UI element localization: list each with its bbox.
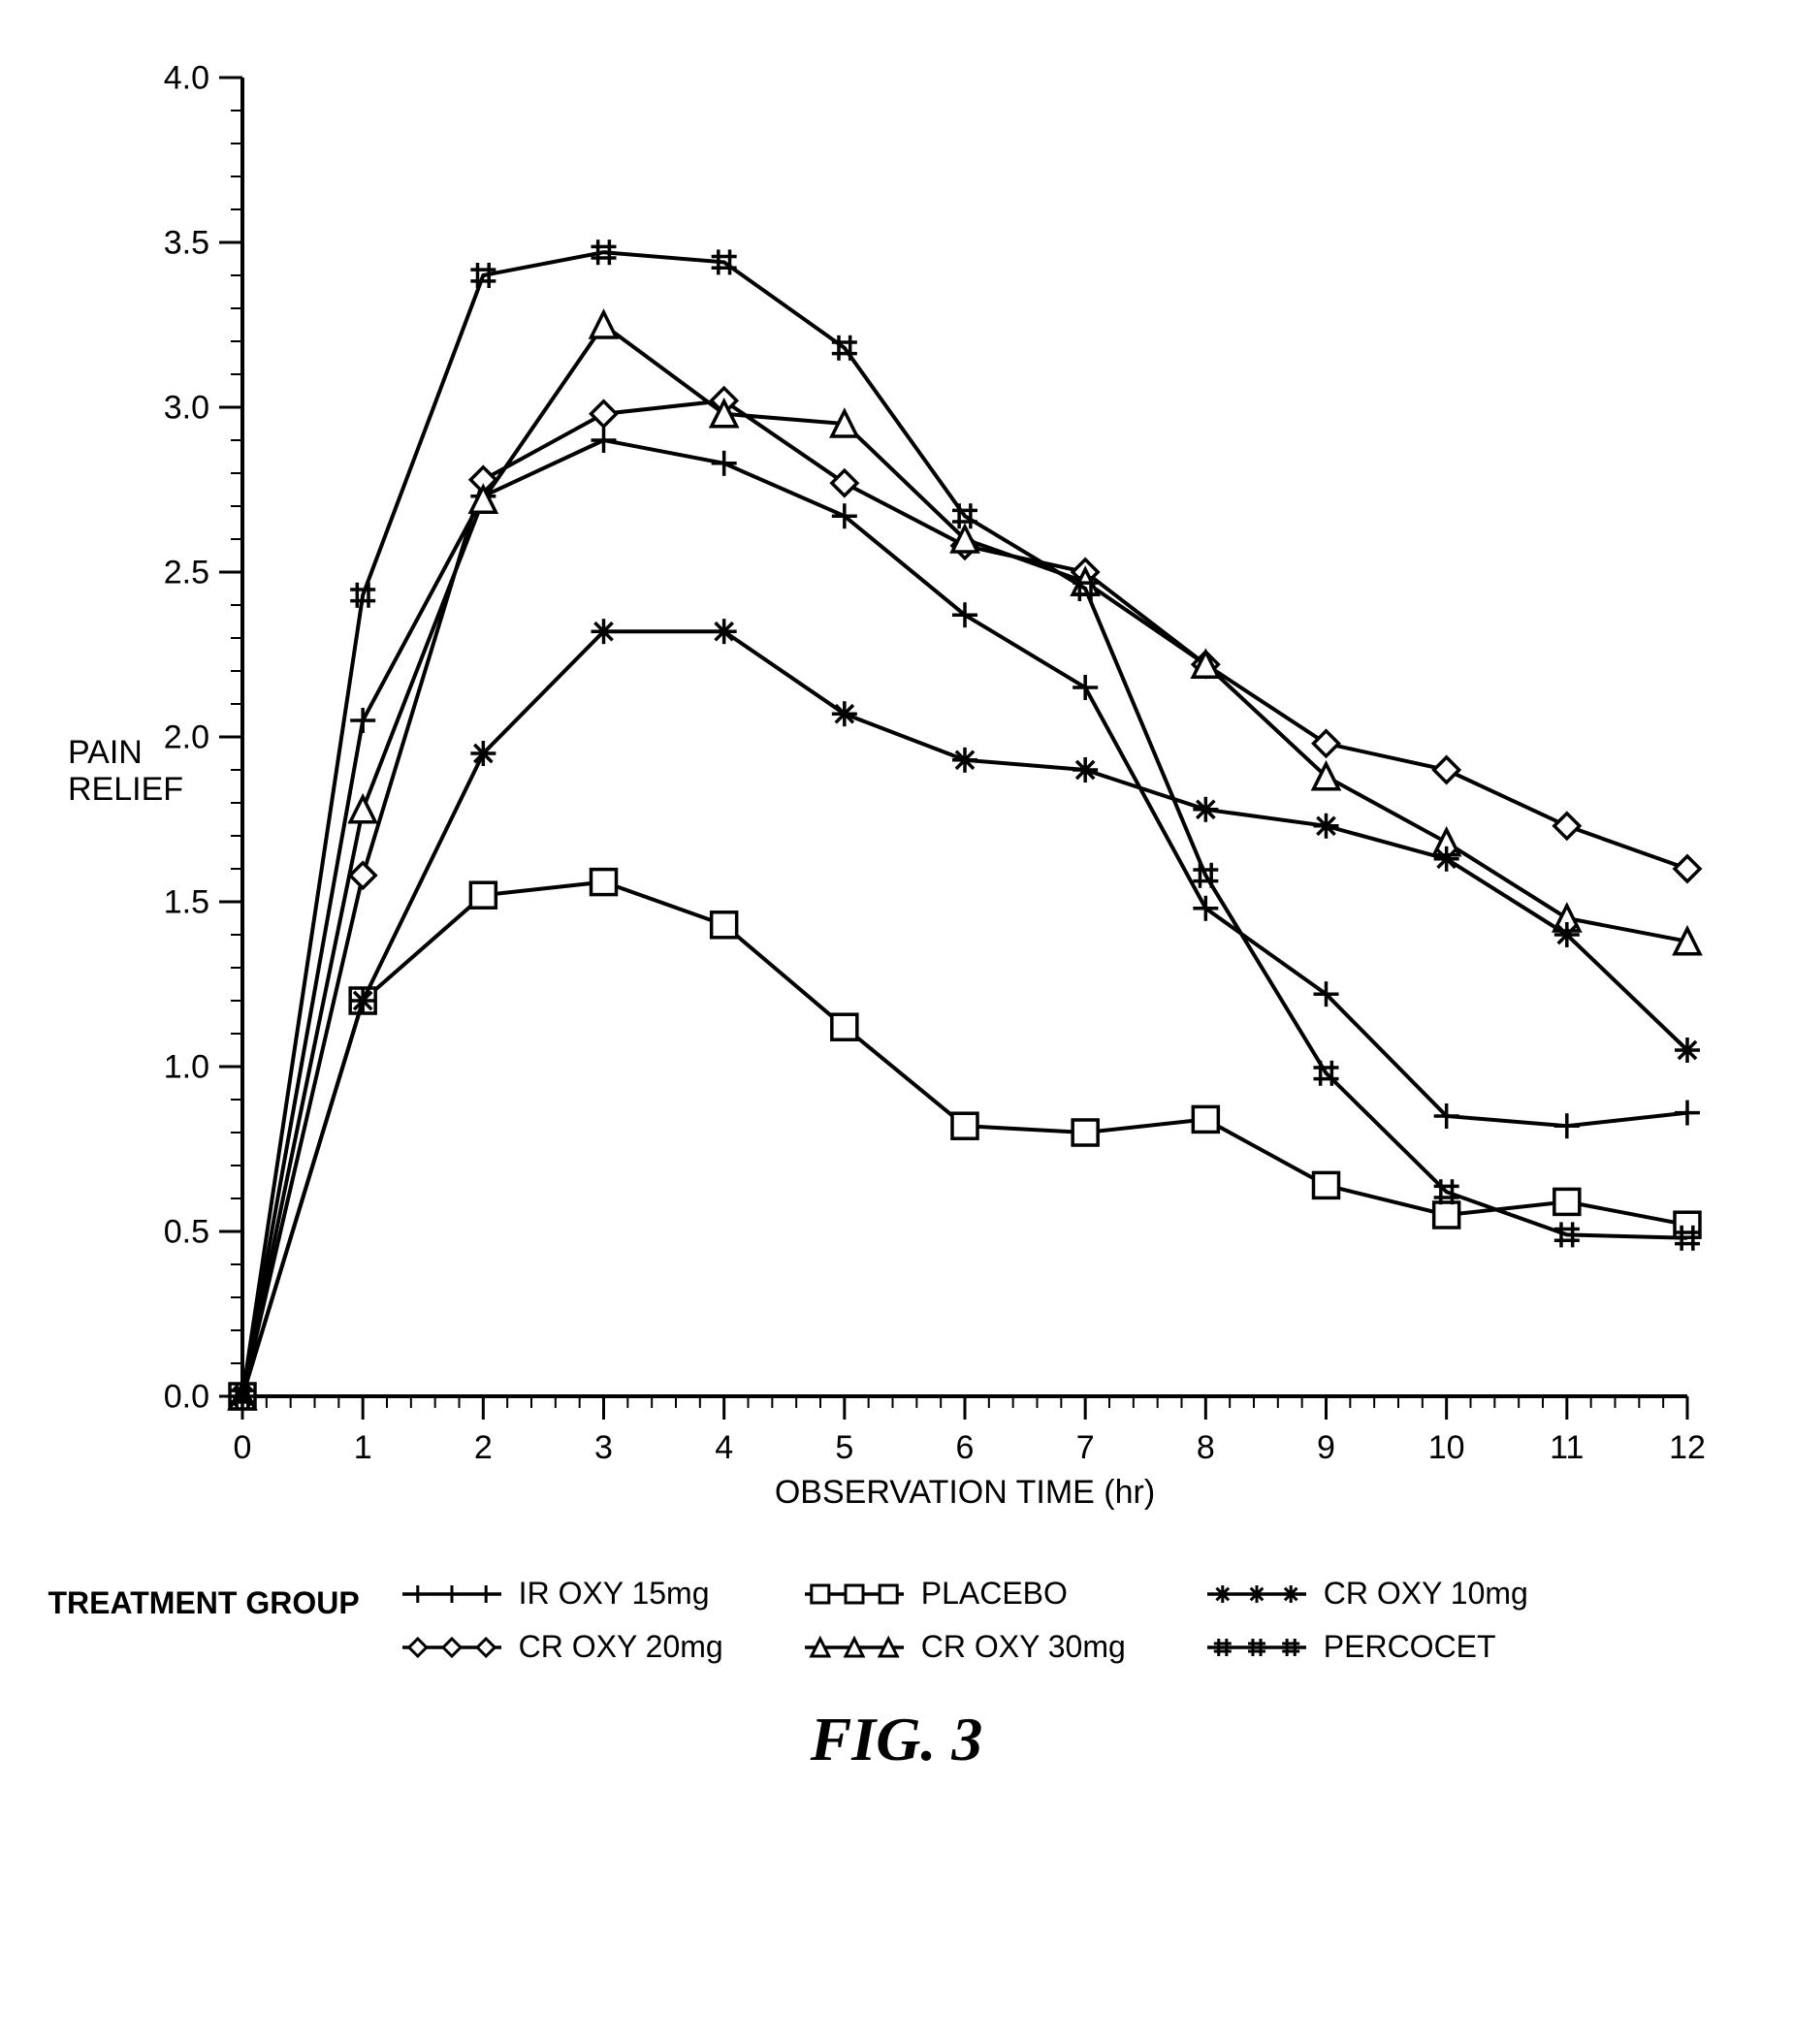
legend-swatch-ir_oxy_15 — [399, 1580, 505, 1609]
legend-grid: IR OXY 15mg PLACEBO CR OXY 10mg CR OXY 20mg… — [399, 1576, 1528, 1665]
svg-text:RELIEF: RELIEF — [68, 771, 183, 808]
legend-label-cr_oxy_30: CR OXY 30mg — [921, 1629, 1126, 1665]
svg-text:2.0: 2.0 — [163, 719, 208, 755]
legend-item-percocet: PERCOCET — [1203, 1629, 1528, 1665]
series-cr_oxy_10 — [230, 619, 1700, 1409]
svg-text:1.5: 1.5 — [163, 883, 208, 920]
legend-item-ir_oxy_15: IR OXY 15mg — [399, 1576, 723, 1612]
svg-text:PAIN: PAIN — [68, 734, 143, 771]
svg-text:2.5: 2.5 — [163, 554, 208, 591]
svg-text:9: 9 — [1317, 1429, 1335, 1466]
legend-swatch-cr_oxy_20 — [399, 1633, 505, 1662]
svg-text:8: 8 — [1196, 1429, 1214, 1466]
legend: TREATMENT GROUP IR OXY 15mg PLACEBO CR OXY… — [48, 1576, 1745, 1665]
svg-text:6: 6 — [955, 1429, 974, 1466]
legend-label-placebo: PLACEBO — [921, 1576, 1068, 1612]
svg-text:12: 12 — [1669, 1429, 1706, 1466]
svg-text:5: 5 — [835, 1429, 853, 1466]
legend-swatch-placebo — [801, 1580, 908, 1609]
legend-swatch-percocet — [1203, 1633, 1310, 1662]
figure-label: FIG. 3 — [48, 1704, 1745, 1775]
svg-text:1: 1 — [353, 1429, 371, 1466]
legend-label-ir_oxy_15: IR OXY 15mg — [519, 1576, 710, 1612]
svg-text:11: 11 — [1550, 1429, 1584, 1466]
pain-relief-chart: 0123456789101112OBSERVATION TIME (hr)0.0… — [48, 39, 1745, 1542]
series-placebo — [230, 870, 1700, 1409]
legend-item-placebo: PLACEBO — [801, 1576, 1126, 1612]
svg-text:4: 4 — [715, 1429, 733, 1466]
legend-title: TREATMENT GROUP — [48, 1576, 360, 1665]
svg-text:2: 2 — [473, 1429, 492, 1466]
svg-text:4.0: 4.0 — [163, 59, 208, 96]
svg-text:OBSERVATION TIME (hr): OBSERVATION TIME (hr) — [774, 1474, 1154, 1511]
legend-swatch-cr_oxy_30 — [801, 1633, 908, 1662]
legend-label-cr_oxy_10: CR OXY 10mg — [1324, 1576, 1528, 1612]
svg-text:3.0: 3.0 — [163, 389, 208, 426]
svg-text:0: 0 — [233, 1429, 251, 1466]
svg-text:0.0: 0.0 — [163, 1378, 208, 1415]
legend-item-cr_oxy_20: CR OXY 20mg — [399, 1629, 723, 1665]
svg-text:3: 3 — [594, 1429, 613, 1466]
svg-text:1.0: 1.0 — [163, 1048, 208, 1085]
svg-text:0.5: 0.5 — [163, 1213, 208, 1250]
legend-item-cr_oxy_30: CR OXY 30mg — [801, 1629, 1126, 1665]
series-ir_oxy_15 — [230, 428, 1700, 1409]
svg-text:10: 10 — [1427, 1429, 1464, 1466]
svg-text:3.5: 3.5 — [163, 224, 208, 261]
legend-swatch-cr_oxy_10 — [1203, 1580, 1310, 1609]
svg-text:7: 7 — [1075, 1429, 1094, 1466]
series-cr_oxy_30 — [230, 312, 1700, 1409]
legend-label-cr_oxy_20: CR OXY 20mg — [519, 1629, 723, 1665]
legend-item-cr_oxy_10: CR OXY 10mg — [1203, 1576, 1528, 1612]
legend-label-percocet: PERCOCET — [1324, 1629, 1496, 1665]
